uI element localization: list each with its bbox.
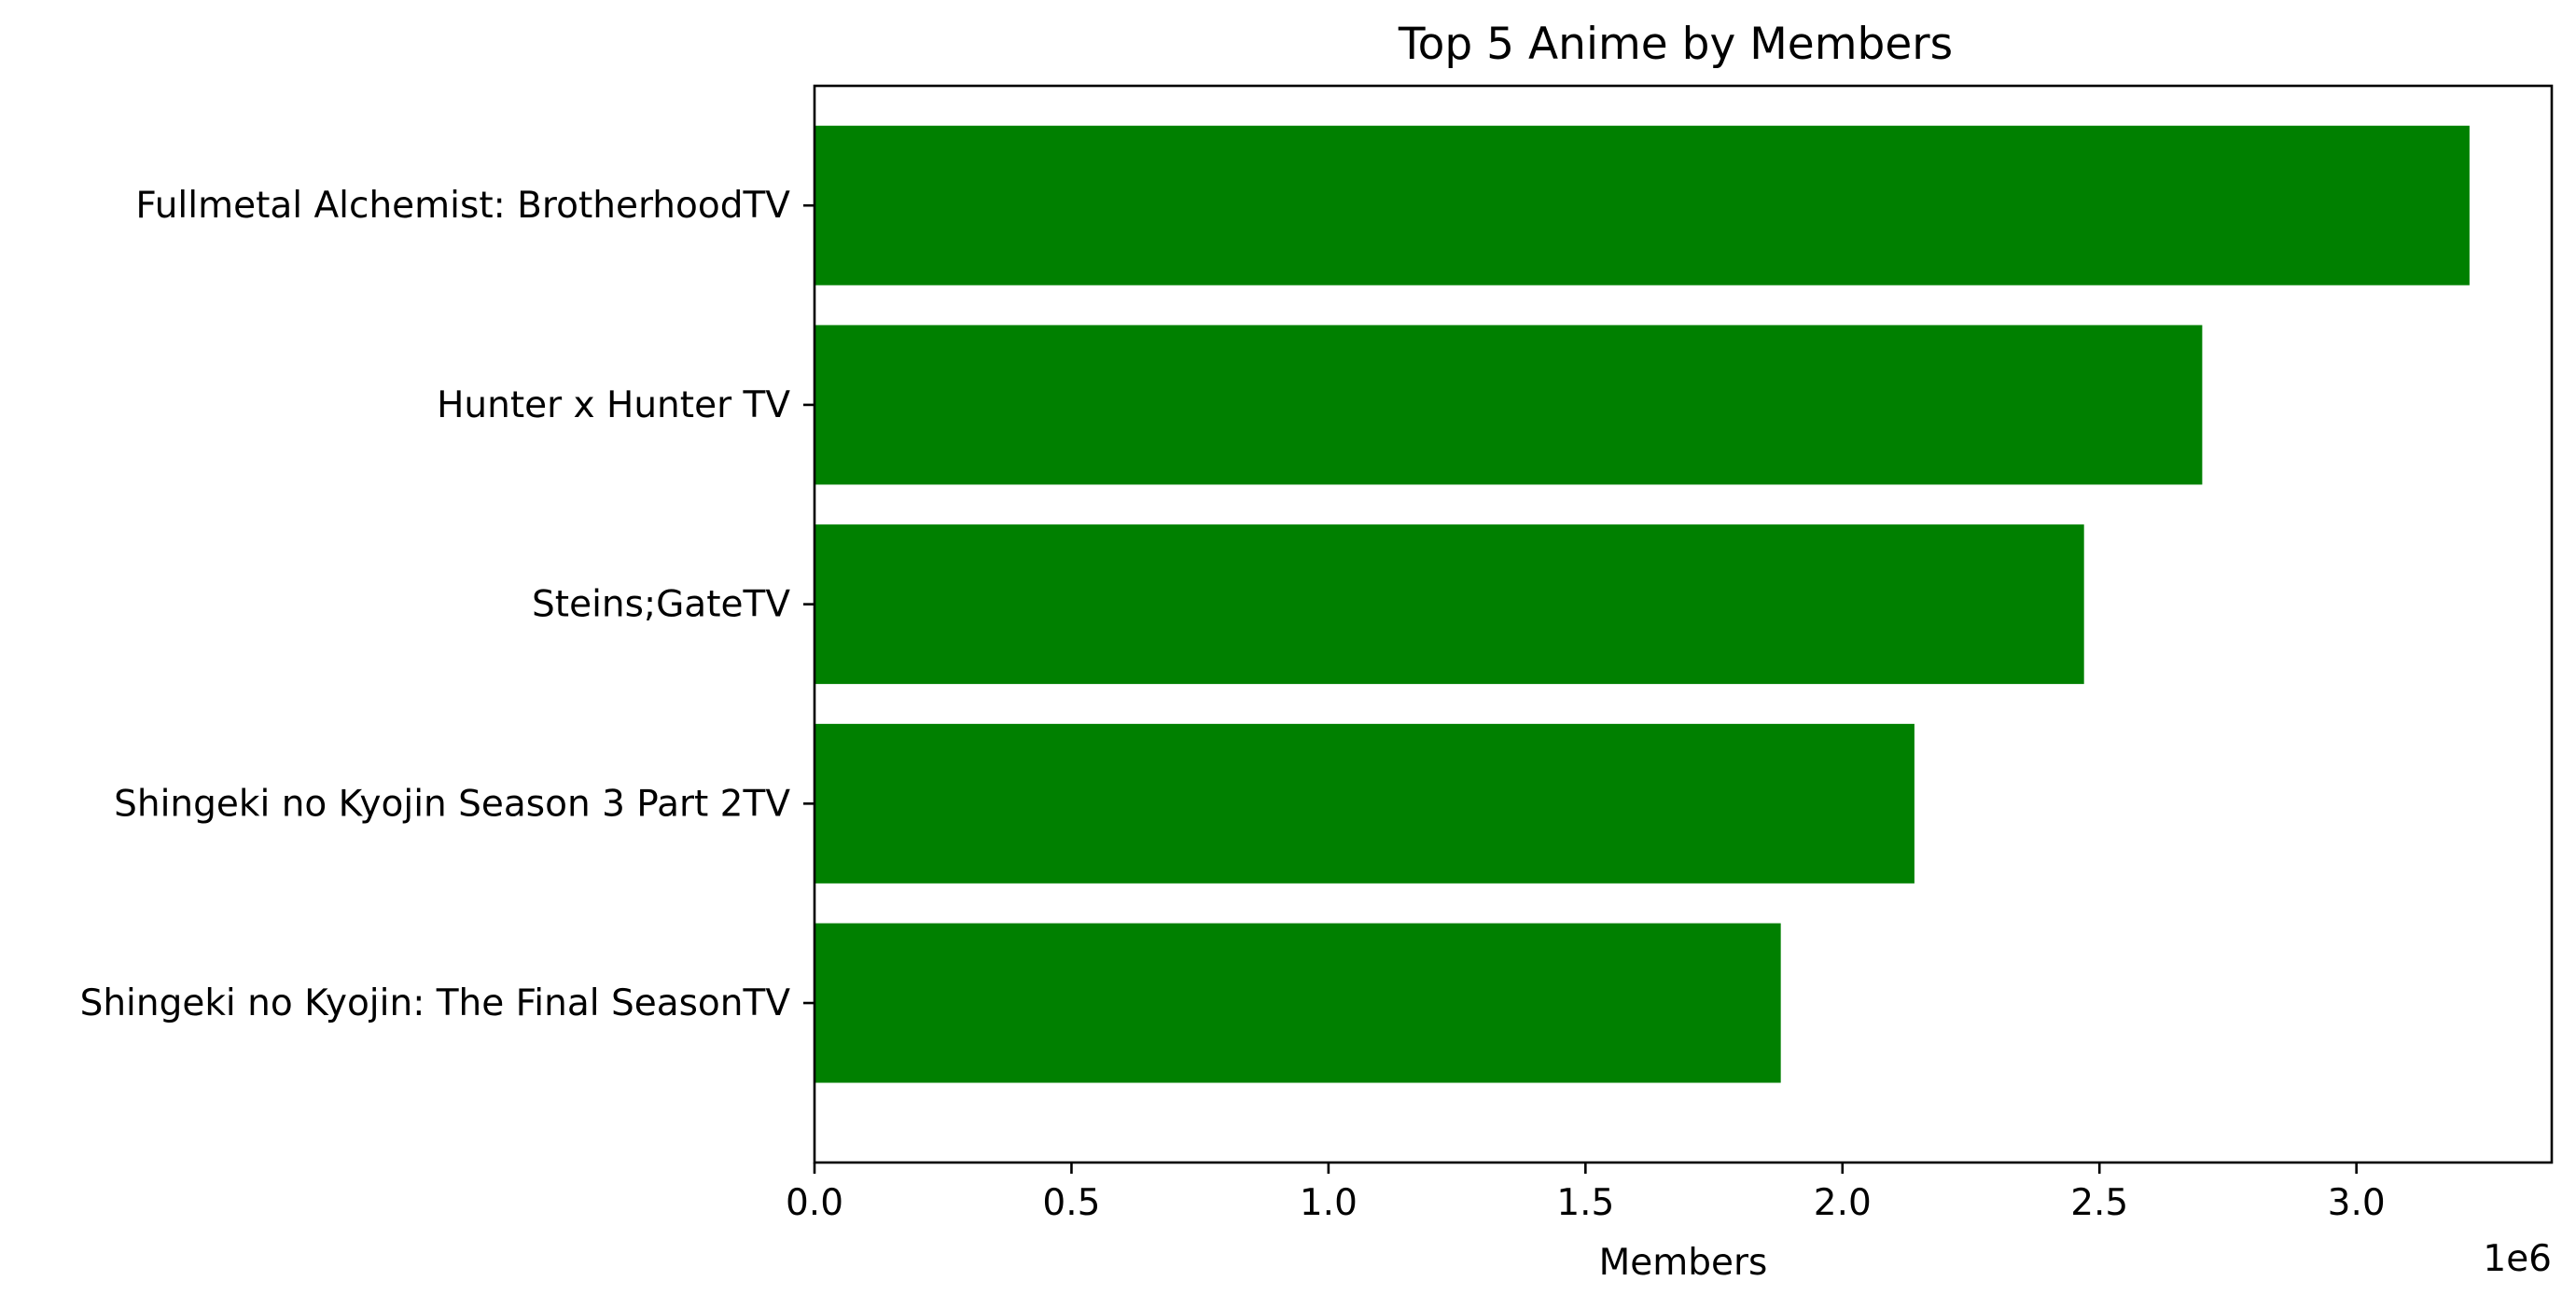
x-axis-ticks: 0.0 0.5 1.0 1.5 2.0 2.5 3.0: [786, 1163, 2386, 1224]
y-tick-label-1: Hunter x Hunter TV: [437, 384, 790, 426]
bar-1: [815, 325, 2203, 485]
y-tick-label-4: Shingeki no Kyojin: The Final SeasonTV: [80, 982, 791, 1024]
x-tick-label-3: 1.5: [1556, 1182, 1614, 1224]
x-axis-label: Members: [1599, 1242, 1768, 1284]
x-tick-label-1: 0.5: [1042, 1182, 1100, 1224]
bars-group: [815, 125, 2470, 1083]
x-tick-label-4: 2.0: [1814, 1182, 1872, 1224]
x-tick-label-6: 3.0: [2328, 1182, 2386, 1224]
y-tick-label-0: Fullmetal Alchemist: BrotherhoodTV: [135, 185, 790, 227]
x-tick-label-2: 1.0: [1300, 1182, 1358, 1224]
bar-0: [815, 125, 2470, 285]
y-tick-label-2: Steins;GateTV: [532, 584, 790, 626]
x-tick-label-5: 2.5: [2070, 1182, 2128, 1224]
bar-3: [815, 723, 1915, 884]
x-axis-offset-label: 1e6: [2483, 1238, 2552, 1280]
y-axis-ticks: Fullmetal Alchemist: BrotherhoodTV Hunter…: [80, 185, 815, 1024]
y-tick-label-3: Shingeki no Kyojin Season 3 Part 2TV: [114, 783, 790, 825]
plot-frame: [813, 84, 2554, 1164]
x-tick-label-0: 0.0: [786, 1182, 843, 1224]
bar-2: [815, 524, 2084, 685]
bar-4: [815, 923, 1781, 1083]
chart-title: Top 5 Anime by Members: [1398, 19, 1953, 70]
